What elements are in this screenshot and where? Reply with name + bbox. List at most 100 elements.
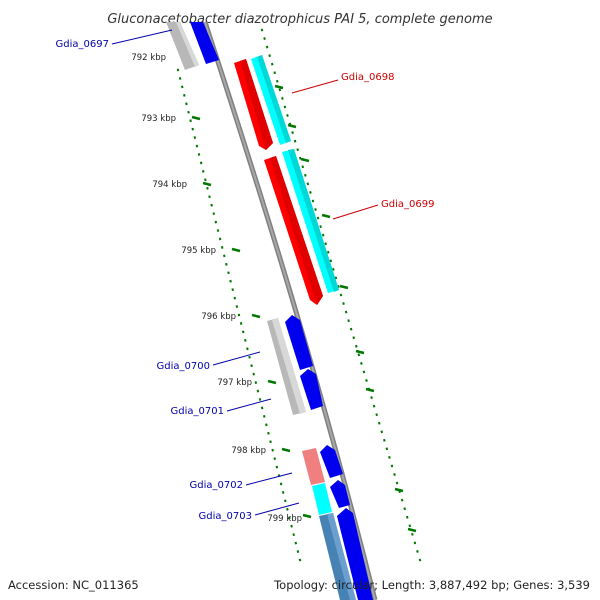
minor-tick <box>354 344 358 348</box>
gene-label-gdia-0697[interactable]: Gdia_0697 <box>56 39 109 50</box>
gene-label-gdia-0699[interactable]: Gdia_0699 <box>381 199 434 210</box>
gene-block-gdia-0698[interactable] <box>234 55 291 150</box>
minor-tick <box>344 310 348 314</box>
major-tick <box>407 527 417 533</box>
minor-tick <box>349 327 353 331</box>
minor-tick <box>298 558 302 562</box>
minor-tick <box>413 541 417 545</box>
minor-tick <box>271 448 274 452</box>
topology-text: Topology: circular; Length: 3,887,492 bp… <box>274 578 590 592</box>
minor-tick <box>263 37 266 40</box>
minor-tick <box>176 68 180 72</box>
major-tick <box>355 349 365 355</box>
minor-tick <box>403 507 407 511</box>
minor-tick <box>362 370 366 374</box>
minor-tick <box>405 515 409 519</box>
major-tick <box>281 447 291 453</box>
minor-tick <box>416 550 419 553</box>
minor-tick <box>293 139 297 143</box>
cds-reverse-blue <box>285 315 313 370</box>
gene-block-gdia-0700[interactable] <box>267 315 313 415</box>
minor-tick <box>411 532 414 536</box>
minor-tick <box>267 431 270 435</box>
minor-tick <box>319 225 322 229</box>
minor-tick <box>372 404 376 408</box>
minor-tick <box>377 421 381 425</box>
minor-tick <box>195 144 199 148</box>
minor-tick <box>296 550 300 553</box>
major-tick <box>191 115 201 121</box>
major-tick <box>287 123 297 129</box>
minor-tick <box>339 293 343 297</box>
minor-tick <box>400 498 404 502</box>
minor-tick <box>329 259 333 263</box>
gene-block-gdia-0697[interactable] <box>166 22 219 70</box>
minor-tick <box>231 288 234 292</box>
minor-tick <box>239 322 243 325</box>
major-tick <box>274 84 284 90</box>
gene-label-gdia-0701[interactable]: Gdia_0701 <box>171 406 224 417</box>
major-tick <box>339 284 349 290</box>
gene-block-gdia-0701[interactable] <box>300 369 323 410</box>
minor-tick <box>281 96 284 100</box>
minor-tick <box>197 153 201 156</box>
major-tick <box>251 313 261 319</box>
inner-tick-ring <box>176 68 302 562</box>
minor-tick <box>383 438 386 442</box>
minor-tick <box>286 114 289 117</box>
major-tick <box>300 157 310 163</box>
minor-tick <box>256 389 260 393</box>
minor-tick <box>262 414 266 418</box>
minor-tick <box>375 413 378 417</box>
minor-tick <box>304 173 307 177</box>
minor-tick <box>284 499 287 503</box>
minor-tick <box>208 195 211 199</box>
minor-tick <box>273 457 277 461</box>
major-tick <box>202 181 212 187</box>
minor-tick <box>306 182 310 186</box>
minor-tick <box>187 110 190 114</box>
minor-tick <box>265 423 268 427</box>
minor-tick <box>385 447 389 451</box>
tick-label: 798 kbp <box>231 446 266 456</box>
minor-tick <box>178 77 182 80</box>
gene-label-gdia-0702[interactable]: Gdia_0702 <box>190 480 243 491</box>
gene-label-gdia-0703[interactable]: Gdia_0703 <box>199 511 252 522</box>
minor-tick <box>352 336 356 340</box>
minor-tick <box>244 338 247 342</box>
gene-block-gdia-0703[interactable] <box>312 480 350 515</box>
minor-tick <box>301 165 305 169</box>
minor-tick <box>254 381 258 384</box>
minor-tick <box>246 347 249 351</box>
minor-tick <box>342 302 345 305</box>
minor-tick <box>290 524 293 528</box>
gene-block-lower <box>319 508 373 600</box>
tick-label: 792 kbp <box>131 53 166 63</box>
minor-tick <box>298 156 302 160</box>
gene-labels: Gdia_0697 Gdia_0698 Gdia_0699 Gdia_0700 … <box>56 29 434 522</box>
minor-tick <box>260 28 264 32</box>
minor-tick <box>201 169 205 173</box>
minor-tick <box>309 190 312 194</box>
cds-reverse-blue <box>337 508 373 600</box>
minor-tick <box>278 88 282 92</box>
accession-text: Accession: NC_011365 <box>8 578 139 592</box>
gene-label-gdia-0700[interactable]: Gdia_0700 <box>157 361 210 372</box>
minor-tick <box>347 319 350 323</box>
major-tick <box>321 213 331 219</box>
minor-tick <box>275 465 279 469</box>
minor-tick <box>418 558 422 562</box>
minor-tick <box>365 379 368 382</box>
minor-tick <box>250 364 253 368</box>
cds-reverse-blue <box>300 369 323 410</box>
minor-tick <box>393 473 396 476</box>
gene-label-gdia-0698[interactable]: Gdia_0698 <box>341 72 394 83</box>
gene-block-gdia-0702[interactable] <box>302 445 343 485</box>
minor-tick <box>258 398 262 401</box>
minor-tick <box>248 355 251 359</box>
minor-tick <box>281 491 285 494</box>
gene-block-gdia-0699[interactable] <box>264 149 339 305</box>
minor-tick <box>204 178 207 182</box>
tick-label: 799 kbp <box>267 514 302 524</box>
minor-tick <box>265 45 269 49</box>
